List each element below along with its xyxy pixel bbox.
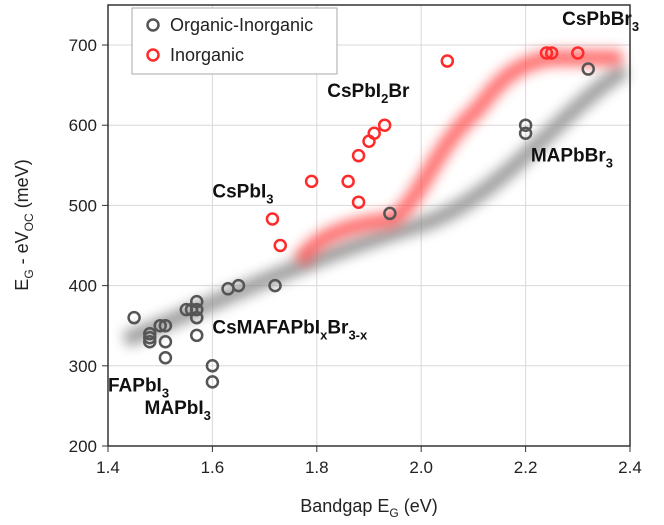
organic-inorganic-point [268, 278, 282, 293]
legend-label-organic: Organic-Inorganic [170, 15, 313, 35]
y-tick-label: 700 [69, 36, 97, 55]
organic-inorganic-point [189, 294, 204, 309]
organic-inorganic-point [205, 375, 220, 389]
organic-inorganic-point [153, 318, 167, 333]
y-tick-label: 400 [69, 277, 97, 296]
inorganic-point [571, 46, 585, 60]
plot-frame [107, 4, 631, 447]
inorganic-point [351, 195, 366, 209]
annotation-label: CsPbI2Br [327, 81, 410, 106]
legend-label-inorganic: Inorganic [170, 45, 244, 65]
annotation-label: FAPbI3 [108, 375, 169, 400]
x-tick-label: 2.2 [514, 458, 538, 477]
y-tick-label: 500 [69, 196, 97, 215]
annotation-label: MAPbI3 [145, 398, 211, 423]
legend-marker-inorganic [146, 48, 160, 62]
organic-inorganic-point [189, 302, 204, 317]
organic-inorganic-point [581, 62, 595, 76]
x-tick-label: 1.6 [201, 458, 225, 477]
legend-marker-organic [146, 18, 160, 32]
inorganic-point [265, 212, 280, 226]
organic-inorganic-point [518, 126, 533, 140]
inorganic-point [377, 118, 392, 132]
organic-inorganic-point [158, 351, 173, 365]
organic-inorganic-point [143, 334, 157, 349]
organic-inorganic-point [189, 328, 204, 343]
y-tick-label: 200 [69, 437, 97, 456]
organic-inorganic-point [231, 278, 246, 293]
y-tick-label: 600 [69, 116, 97, 135]
x-tick-label: 2.4 [618, 458, 642, 477]
organic-inorganic-point [127, 310, 141, 325]
inorganic-point [273, 238, 288, 253]
organic-inorganic-point [158, 334, 173, 349]
y-axis-label: EG - eVOC (meV) [12, 159, 36, 290]
annotation-label: CsPbBr3 [562, 9, 639, 34]
x-tick-label: 1.4 [96, 458, 120, 477]
organic-inorganic-point [518, 118, 533, 132]
inorganic-point [539, 46, 554, 60]
x-tick-label: 1.8 [305, 458, 329, 477]
organic-inorganic-point [205, 359, 220, 373]
organic-inorganic-point [143, 326, 157, 341]
inorganic-point [341, 174, 355, 189]
organic-inorganic-point [143, 330, 157, 345]
organic-inorganic-point [158, 318, 173, 333]
legend: Organic-Inorganic Inorganic [131, 7, 338, 75]
organic-inorganic-point [383, 206, 397, 221]
inorganic-point [440, 54, 455, 68]
inorganic-trend-band [292, 50, 622, 267]
x-tick-label: 2.0 [409, 458, 433, 477]
inorganic-point [544, 46, 559, 60]
y-tick-label: 300 [69, 357, 97, 376]
x-axis-label: Bandgap EG (eV) [300, 496, 437, 520]
inorganic-point [304, 174, 319, 189]
inorganic-point [351, 148, 366, 163]
annotation-label: CsPbI3 [212, 181, 273, 206]
organic-inorganic-point [189, 310, 204, 325]
annotation-label: CsMAFAPbIxBr3-x [212, 318, 368, 343]
inorganic-point [367, 126, 381, 140]
annotation-label: MAPbBr3 [531, 145, 613, 170]
